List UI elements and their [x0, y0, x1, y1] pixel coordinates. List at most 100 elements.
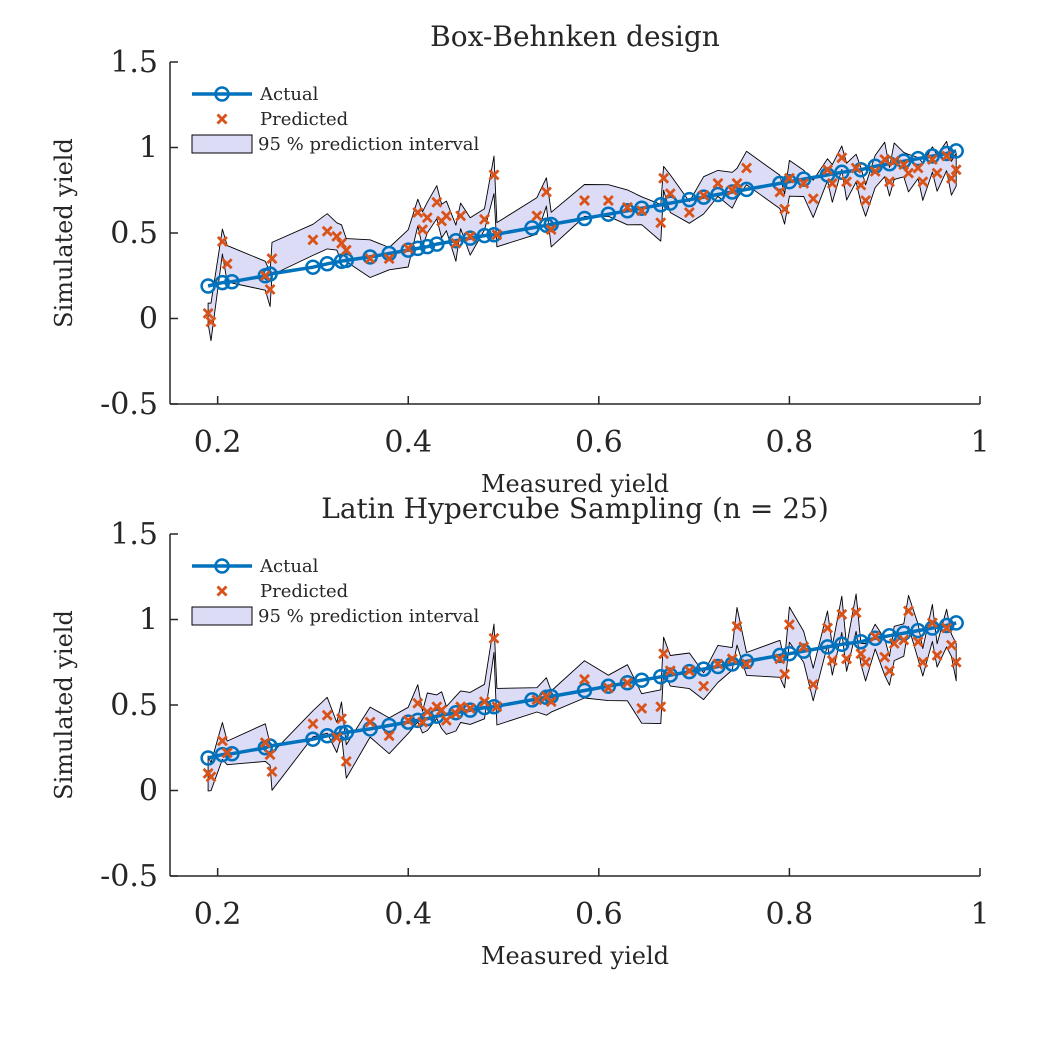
predicted-marker — [421, 212, 433, 224]
actual-marker — [772, 175, 788, 192]
actual-marker — [633, 200, 650, 216]
predicted-marker — [779, 203, 791, 215]
actual-marker — [662, 195, 679, 211]
actual-marker — [305, 731, 321, 747]
legend-predicted-marker — [216, 113, 228, 125]
predicted-marker — [450, 708, 462, 720]
predicted-marker — [903, 605, 915, 617]
predicted-marker — [336, 713, 348, 725]
actual-marker — [695, 661, 712, 677]
predicted-marker — [216, 735, 228, 747]
predicted-marker — [531, 694, 543, 706]
predicted-marker — [836, 152, 848, 164]
actual-marker — [948, 143, 964, 159]
predicted-marker — [488, 169, 500, 181]
predicted-marker — [402, 714, 414, 726]
actual-marker — [781, 173, 798, 190]
legend-label-interval: 95 % prediction interval — [258, 134, 479, 155]
actual-marker — [710, 658, 726, 675]
predicted-marker — [912, 636, 924, 648]
predicted-marker — [860, 656, 872, 668]
actual-marker — [867, 630, 883, 647]
actual-marker — [419, 238, 436, 255]
actual-marker — [200, 278, 216, 294]
actual-marker — [772, 647, 788, 664]
predicted-marker — [545, 696, 557, 708]
actual-marker — [619, 203, 636, 219]
predicted-marker — [636, 702, 648, 714]
predicted-marker — [888, 155, 900, 167]
x-tick-label: 0.2 — [194, 897, 242, 932]
actual-marker — [819, 639, 836, 655]
predicted-marker — [912, 162, 924, 174]
predicted-marker — [783, 619, 795, 631]
actual-marker — [653, 669, 669, 685]
predicted-marker — [259, 737, 271, 749]
predicted-marker — [202, 307, 214, 319]
actual-marker — [910, 622, 926, 639]
actual-marker — [524, 220, 540, 236]
predicted-marker — [266, 253, 278, 265]
predicted-marker — [683, 206, 695, 218]
actual-marker — [462, 230, 478, 246]
predicted-marker — [491, 229, 503, 241]
y-tick-label: -0.5 — [100, 859, 158, 894]
predicted-marker — [491, 701, 503, 713]
x-tick-label: 1 — [970, 897, 989, 932]
chart-title: Box-Behnken design — [430, 20, 720, 53]
y-tick-label: 0.5 — [110, 216, 158, 251]
predicted-marker — [931, 649, 943, 661]
actual-marker — [400, 714, 416, 730]
predicted-marker — [712, 658, 724, 670]
predicted-marker — [336, 237, 348, 249]
predicted-marker — [879, 651, 891, 663]
actual-marker — [214, 274, 231, 291]
predicted-marker — [741, 162, 753, 174]
predicted-marker — [321, 225, 333, 237]
predicted-marker — [860, 195, 872, 206]
x-tick-label: 0.8 — [766, 897, 814, 932]
actual-marker — [305, 259, 321, 275]
x-tick-label: 0.2 — [194, 425, 242, 460]
y-axis-label: Simulated yield — [50, 138, 78, 328]
predicted-marker — [264, 283, 276, 295]
predicted-marker — [216, 236, 228, 248]
predicted-marker — [869, 631, 881, 643]
actual-marker — [381, 717, 397, 734]
y-tick-label: 1 — [139, 603, 158, 638]
predicted-marker — [822, 164, 834, 176]
subplot-box-behnken: 0.2 0.4 0.6 0.8 1 -0.5 0 0.5 1 1.5 Box-Behnken des… — [50, 20, 990, 498]
actual-marker — [576, 682, 593, 699]
predicted-marker — [205, 771, 217, 783]
actual-marker — [738, 181, 755, 198]
predicted-marker — [741, 658, 753, 670]
legend-label-actual: Actual — [259, 556, 319, 577]
actual-marker — [338, 252, 355, 269]
predicted-marker — [436, 704, 448, 716]
actual-marker — [410, 240, 426, 257]
predicted-marker — [807, 193, 819, 205]
predicted-marker — [779, 668, 791, 680]
actual-marker — [448, 704, 464, 721]
predicted-marker — [726, 184, 738, 196]
predicted-marker — [917, 656, 929, 668]
predicted-marker — [726, 653, 738, 665]
predicted-marker — [478, 696, 490, 708]
actual-marker — [448, 232, 464, 249]
predicted-marker — [431, 196, 443, 208]
actual-marker — [738, 653, 755, 670]
predicted-marker — [417, 224, 429, 236]
predicted-marker — [664, 188, 676, 200]
predicted-marker — [266, 766, 278, 778]
actual-marker — [662, 667, 679, 683]
actual-marker — [910, 150, 926, 167]
actual-marker — [681, 191, 698, 208]
x-axis-label: Measured yield — [481, 942, 669, 970]
x-tick-label: 0.4 — [384, 897, 432, 932]
predicted-marker — [621, 201, 633, 213]
actual-marker — [362, 249, 378, 265]
predicted-marker — [826, 177, 838, 189]
predicted-marker — [340, 755, 352, 767]
legend: Actual Predicted 95 % prediction interval — [191, 556, 479, 627]
